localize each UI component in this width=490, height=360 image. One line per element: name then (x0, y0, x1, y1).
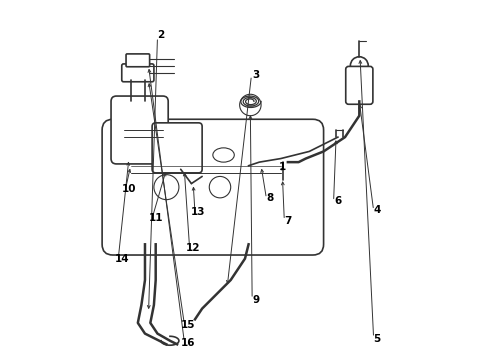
Circle shape (240, 94, 261, 116)
FancyBboxPatch shape (111, 96, 168, 164)
FancyBboxPatch shape (346, 66, 373, 104)
Text: 9: 9 (252, 295, 259, 305)
FancyBboxPatch shape (126, 54, 149, 67)
Text: 15: 15 (181, 320, 195, 330)
Text: 10: 10 (122, 184, 136, 194)
Text: 4: 4 (373, 205, 381, 215)
Circle shape (350, 57, 368, 75)
FancyBboxPatch shape (102, 119, 323, 255)
Text: 14: 14 (115, 253, 129, 264)
Text: 7: 7 (284, 216, 292, 226)
Text: 8: 8 (267, 193, 273, 203)
Text: 11: 11 (148, 212, 163, 222)
Text: 1: 1 (279, 162, 286, 172)
Text: 6: 6 (334, 197, 342, 206)
Circle shape (209, 176, 231, 198)
Ellipse shape (157, 139, 182, 157)
Text: 13: 13 (191, 207, 206, 217)
Circle shape (154, 175, 179, 200)
FancyBboxPatch shape (122, 64, 154, 82)
Ellipse shape (213, 148, 234, 162)
Text: 2: 2 (157, 30, 165, 40)
Text: 12: 12 (186, 243, 200, 253)
Text: 3: 3 (252, 69, 259, 80)
Text: 5: 5 (373, 334, 381, 344)
FancyBboxPatch shape (152, 123, 202, 173)
Text: 16: 16 (181, 338, 195, 347)
